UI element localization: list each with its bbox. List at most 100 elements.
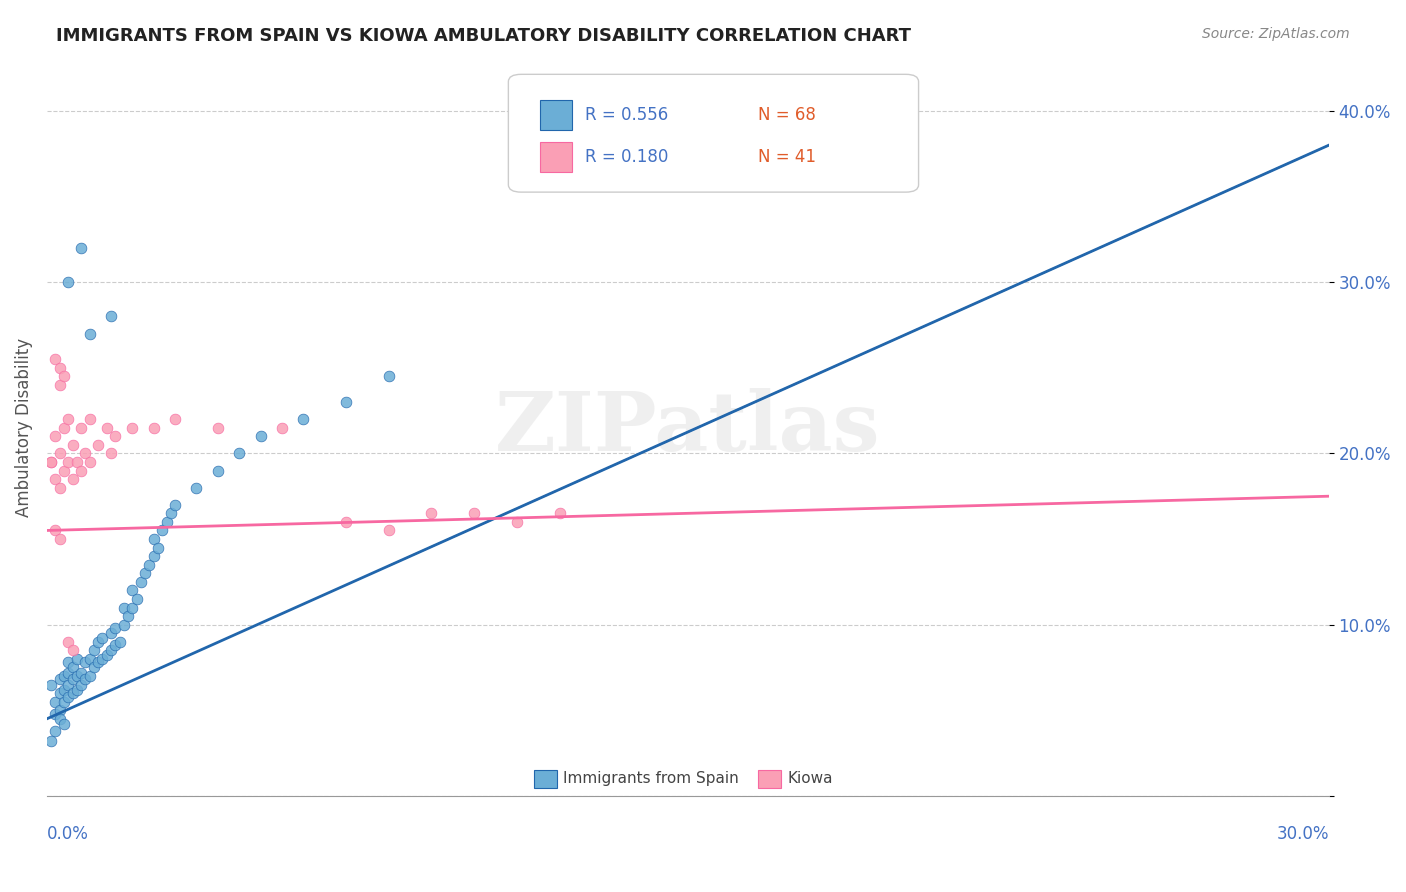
Point: [79, 412, 101, 426]
Point: [48, 360, 70, 375]
Point: [53, 669, 76, 683]
Text: 0.0%: 0.0%: [46, 825, 89, 843]
Point: [62, 660, 84, 674]
Point: [87, 634, 110, 648]
Point: [165, 412, 187, 426]
Point: [150, 524, 173, 538]
Point: [100, 310, 122, 324]
Point: [62, 643, 84, 657]
Point: [70, 463, 93, 477]
Point: [62, 686, 84, 700]
Point: [292, 412, 315, 426]
Text: 30.0%: 30.0%: [1277, 825, 1329, 843]
Point: [48, 703, 70, 717]
Point: [228, 446, 250, 460]
Point: [207, 421, 229, 435]
Y-axis label: Ambulatory Disability: Ambulatory Disability: [15, 338, 32, 517]
Point: [377, 524, 399, 538]
Point: [53, 717, 76, 731]
Point: [249, 429, 271, 443]
Text: N = 68: N = 68: [758, 106, 817, 124]
Point: [66, 682, 89, 697]
Point: [48, 686, 70, 700]
Point: [70, 421, 93, 435]
Point: [44, 352, 66, 367]
Point: [121, 421, 143, 435]
Point: [377, 369, 399, 384]
Point: [463, 506, 485, 520]
Point: [39, 677, 62, 691]
Point: [83, 660, 105, 674]
Point: [58, 665, 80, 680]
Point: [104, 429, 127, 443]
Point: [70, 665, 93, 680]
Text: R = 0.556: R = 0.556: [585, 106, 668, 124]
Point: [207, 463, 229, 477]
Point: [44, 429, 66, 443]
Point: [53, 421, 76, 435]
Point: [58, 690, 80, 704]
Point: [58, 677, 80, 691]
Bar: [758, 770, 782, 789]
Text: IMMIGRANTS FROM SPAIN VS KIOWA AMBULATORY DISABILITY CORRELATION CHART: IMMIGRANTS FROM SPAIN VS KIOWA AMBULATOR…: [56, 27, 911, 45]
Point: [53, 695, 76, 709]
Point: [62, 673, 84, 687]
Point: [146, 541, 169, 555]
Point: [53, 682, 76, 697]
Point: [83, 643, 105, 657]
Point: [44, 472, 66, 486]
Text: Source: ZipAtlas.com: Source: ZipAtlas.com: [1202, 27, 1350, 41]
Point: [58, 455, 80, 469]
Point: [58, 655, 80, 669]
Point: [159, 506, 181, 520]
Point: [112, 600, 135, 615]
Point: [108, 634, 131, 648]
Point: [58, 412, 80, 426]
Point: [104, 621, 127, 635]
Bar: [540, 100, 572, 129]
Point: [121, 583, 143, 598]
Point: [186, 481, 208, 495]
Text: N = 41: N = 41: [758, 148, 817, 166]
Point: [129, 574, 152, 589]
Point: [155, 515, 177, 529]
Point: [58, 275, 80, 289]
Point: [91, 652, 114, 666]
Point: [75, 655, 97, 669]
Text: R = 0.180: R = 0.180: [585, 148, 669, 166]
Point: [112, 617, 135, 632]
Point: [48, 378, 70, 392]
Point: [121, 600, 143, 615]
Point: [62, 438, 84, 452]
Point: [53, 463, 76, 477]
Point: [96, 648, 118, 663]
Point: [420, 506, 443, 520]
Bar: [534, 770, 557, 789]
Point: [66, 652, 89, 666]
Point: [117, 609, 139, 624]
Text: Kiowa: Kiowa: [787, 772, 834, 787]
Point: [39, 455, 62, 469]
Point: [48, 712, 70, 726]
Point: [39, 455, 62, 469]
Point: [142, 532, 165, 546]
Point: [100, 626, 122, 640]
Text: ZIPatlas: ZIPatlas: [495, 388, 880, 467]
Point: [104, 638, 127, 652]
Point: [270, 421, 292, 435]
Point: [79, 652, 101, 666]
Point: [548, 506, 571, 520]
Point: [100, 643, 122, 657]
Point: [44, 695, 66, 709]
Point: [142, 549, 165, 563]
Point: [66, 455, 89, 469]
Bar: [540, 142, 572, 171]
Point: [506, 515, 529, 529]
Point: [165, 498, 187, 512]
Point: [70, 677, 93, 691]
Point: [58, 634, 80, 648]
Point: [79, 455, 101, 469]
FancyBboxPatch shape: [509, 74, 918, 192]
Point: [53, 369, 76, 384]
Point: [48, 446, 70, 460]
